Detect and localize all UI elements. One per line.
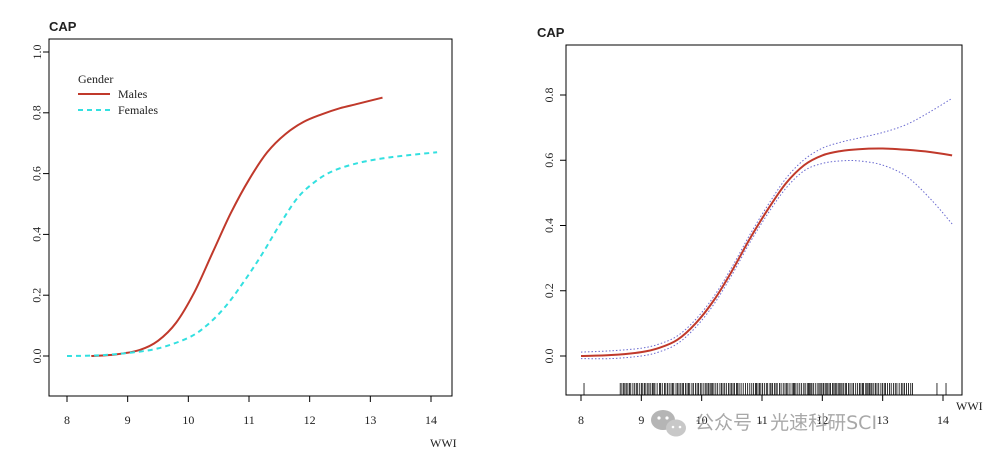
- wechat-icon: [651, 410, 686, 437]
- y-tick-label: 0.6: [542, 153, 556, 168]
- y-tick-label: 1.0: [30, 45, 44, 60]
- x-tick-label: 8: [64, 413, 70, 427]
- legend: Gender Males Females: [78, 72, 158, 117]
- x-tick-label: 12: [816, 413, 828, 427]
- rug-plot: [583, 383, 947, 395]
- x-tick-label: 14: [425, 413, 437, 427]
- x-tick-label: 11: [756, 413, 768, 427]
- x-tick-label: 9: [638, 413, 644, 427]
- x-tick-label: 10: [182, 413, 194, 427]
- series-line-females: [66, 151, 438, 357]
- y-tick-label: 0.0: [542, 349, 556, 364]
- confidence-band-line: [580, 159, 953, 360]
- right-x-axis: 8 9 10 11 12 13 14: [578, 395, 949, 427]
- y-tick-label: 0.4: [542, 218, 556, 233]
- y-tick-label: 0.2: [30, 288, 44, 303]
- fitted-line: [580, 147, 953, 357]
- x-tick-label: 11: [243, 413, 255, 427]
- left-plot-frame: [48, 38, 453, 397]
- x-tick-label: 13: [877, 413, 889, 427]
- left-y-axis-title: CAP: [49, 19, 77, 34]
- left-y-axis: 0.0 0.2 0.4 0.6 0.8 1.0: [30, 45, 49, 364]
- right-y-axis-title: CAP: [537, 25, 565, 40]
- y-tick-label: 0.4: [30, 227, 44, 242]
- y-tick-label: 0.6: [30, 166, 44, 181]
- right-y-axis: 0.0 0.2 0.4 0.6 0.8: [542, 88, 566, 364]
- x-tick-label: 8: [578, 413, 584, 427]
- y-tick-label: 0.8: [30, 105, 44, 120]
- right-chart-panel: CAP 0.0 0.2 0.4 0.6 0.8 8 9 10 11 12 13 14 WWI: [537, 25, 983, 427]
- y-tick-label: 0.0: [30, 349, 44, 364]
- legend-label-females: Females: [118, 103, 158, 117]
- left-x-axis-title: WWI: [430, 436, 457, 450]
- right-plot-frame: [565, 44, 963, 396]
- right-x-axis-title: WWI: [956, 399, 983, 413]
- y-tick-label: 0.2: [542, 283, 556, 298]
- x-tick-label: 10: [696, 413, 708, 427]
- x-tick-label: 14: [937, 413, 949, 427]
- confidence-band-line: [580, 97, 953, 353]
- x-tick-label: 12: [304, 413, 316, 427]
- left-series: [66, 96, 438, 357]
- x-tick-label: 9: [125, 413, 131, 427]
- watermark: 公众号 · 光速科研SCI: [651, 410, 877, 437]
- legend-label-males: Males: [118, 87, 148, 101]
- watermark-text: 公众号 · 光速科研SCI: [695, 412, 877, 434]
- right-series: [580, 97, 953, 360]
- x-tick-label: 13: [364, 413, 376, 427]
- y-tick-label: 0.8: [542, 88, 556, 103]
- left-x-axis: 8 9 10 11 12 13 14: [64, 396, 437, 427]
- left-chart-panel: CAP 0.00.20.40.60.81.0 8 9 10 11 12 13 14 WWI …: [30, 19, 457, 450]
- legend-title: Gender: [78, 72, 113, 86]
- series-line-males: [91, 96, 383, 357]
